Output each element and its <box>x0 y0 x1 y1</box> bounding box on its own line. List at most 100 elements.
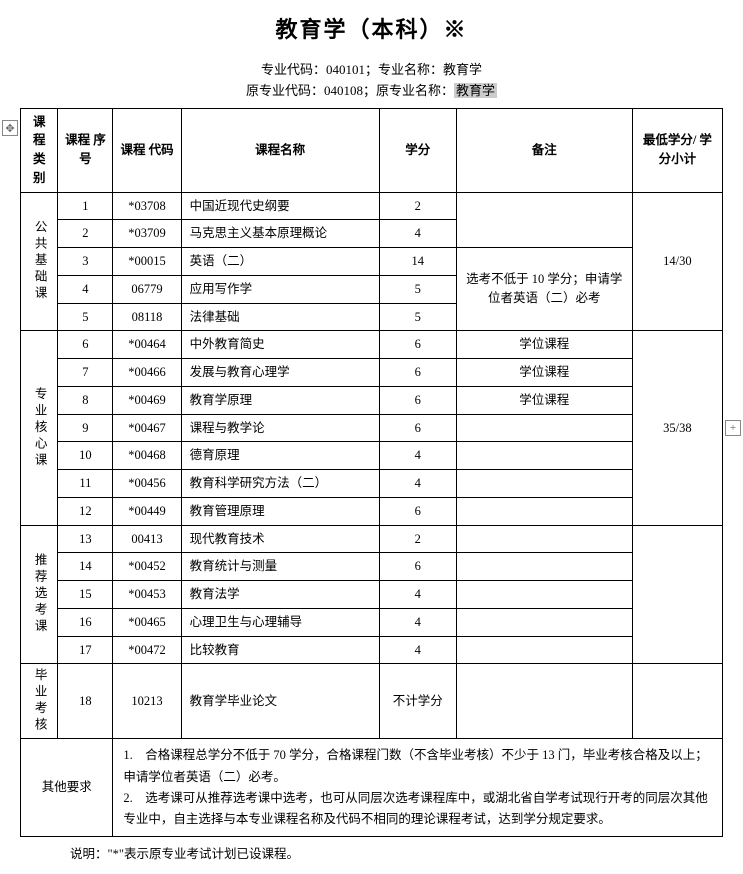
cell-code: 00413 <box>113 525 181 553</box>
cell-code: *00465 <box>113 608 181 636</box>
cell-credit: 5 <box>379 303 456 331</box>
cell-seq: 13 <box>58 525 113 553</box>
th-credit: 学分 <box>379 108 456 192</box>
cell-name: 教育科学研究方法（二） <box>181 470 379 498</box>
cell-credit: 4 <box>379 220 456 248</box>
cell-credit: 4 <box>379 442 456 470</box>
cell-seq: 6 <box>58 331 113 359</box>
cell-seq: 15 <box>58 581 113 609</box>
cell-name: 教育学毕业论文 <box>181 664 379 739</box>
cell-seq: 2 <box>58 220 113 248</box>
subhead-2a: 原专业代码：040108；原专业名称： <box>246 83 454 98</box>
table-row: 专业核心课 6 *00464 中外教育简史 6 学位课程 35/38 <box>21 331 723 359</box>
header-row: 课程 类别 课程 序号 课程 代码 课程名称 学分 备注 最低学分/ 学分小计 <box>21 108 723 192</box>
table-row: 公共基础课 1 *03708 中国近现代史纲要 2 14/30 <box>21 192 723 220</box>
cell-remark <box>456 664 632 739</box>
table-row: 3 *00015 英语（二） 14 选考不低于 10 学分；申请学位者英语（二）… <box>21 248 723 276</box>
other-row: 其他要求 1. 合格课程总学分不低于 70 学分，合格课程门数（不含毕业考核）不… <box>21 739 723 837</box>
th-subtotal: 最低学分/ 学分小计 <box>632 108 722 192</box>
cell-code: *00467 <box>113 414 181 442</box>
cell-seq: 11 <box>58 470 113 498</box>
cell-remark: 选考不低于 10 学分；申请学位者英语（二）必考 <box>456 248 632 331</box>
cell-name: 现代教育技术 <box>181 525 379 553</box>
cell-subtotal <box>632 525 722 664</box>
cell-seq: 16 <box>58 608 113 636</box>
cell-name: 中外教育简史 <box>181 331 379 359</box>
cell-credit: 6 <box>379 553 456 581</box>
th-remark: 备注 <box>456 108 632 192</box>
other-text-1: 1. 合格课程总学分不低于 70 学分，合格课程门数（不含毕业考核）不少于 13… <box>123 745 712 788</box>
cell-seq: 17 <box>58 636 113 664</box>
cell-credit: 6 <box>379 359 456 387</box>
cell-code: *00468 <box>113 442 181 470</box>
other-text-2: 2. 选考课可从推荐选考课中选考，也可从同层次选考课程库中，或湖北省自学考试现行… <box>123 788 712 831</box>
cell-code: *00472 <box>113 636 181 664</box>
cell-seq: 9 <box>58 414 113 442</box>
cell-name: 发展与教育心理学 <box>181 359 379 387</box>
cell-remark: 学位课程 <box>456 359 632 387</box>
cell-remark <box>456 414 632 442</box>
cell-name: 教育统计与测量 <box>181 553 379 581</box>
cell-name: 英语（二） <box>181 248 379 276</box>
cell-credit: 4 <box>379 608 456 636</box>
table-row: 9 *00467 课程与教学论 6 <box>21 414 723 442</box>
table-row: 14 *00452 教育统计与测量 6 <box>21 553 723 581</box>
cell-name: 法律基础 <box>181 303 379 331</box>
drag-handle-icon: ✥ <box>2 120 18 136</box>
table-row: 16 *00465 心理卫生与心理辅导 4 <box>21 608 723 636</box>
th-name: 课程名称 <box>181 108 379 192</box>
cell-subtotal: 35/38 <box>632 331 722 525</box>
cell-remark: 学位课程 <box>456 386 632 414</box>
cell-name: 德育原理 <box>181 442 379 470</box>
cell-credit: 6 <box>379 414 456 442</box>
cell-code: *00452 <box>113 553 181 581</box>
cell-subtotal <box>632 664 722 739</box>
cell-remark <box>456 442 632 470</box>
cell-name: 应用写作学 <box>181 275 379 303</box>
cell-credit: 6 <box>379 386 456 414</box>
cell-seq: 1 <box>58 192 113 220</box>
curriculum-table: 课程 类别 课程 序号 课程 代码 课程名称 学分 备注 最低学分/ 学分小计 … <box>20 108 723 838</box>
cell-name: 课程与教学论 <box>181 414 379 442</box>
subhead-1b: 040101；专业名称：教育学 <box>326 62 482 77</box>
cell-name: 教育学原理 <box>181 386 379 414</box>
cell-seq: 10 <box>58 442 113 470</box>
cell-credit: 14 <box>379 248 456 276</box>
cell-remark: 学位课程 <box>456 331 632 359</box>
cell-seq: 8 <box>58 386 113 414</box>
cell-credit: 4 <box>379 470 456 498</box>
cell-name: 心理卫生与心理辅导 <box>181 608 379 636</box>
table-row: 11 *00456 教育科学研究方法（二） 4 <box>21 470 723 498</box>
th-code: 课程 代码 <box>113 108 181 192</box>
cell-subtotal: 14/30 <box>632 192 722 331</box>
cell-credit: 2 <box>379 525 456 553</box>
cell-seq: 3 <box>58 248 113 276</box>
cell-code: *00469 <box>113 386 181 414</box>
table-row: 7 *00466 发展与教育心理学 6 学位课程 <box>21 359 723 387</box>
other-label: 其他要求 <box>21 739 113 837</box>
table-row: 8 *00469 教育学原理 6 学位课程 <box>21 386 723 414</box>
cell-credit: 4 <box>379 636 456 664</box>
cell-code: *00466 <box>113 359 181 387</box>
cell-code: *00015 <box>113 248 181 276</box>
cell-seq: 4 <box>58 275 113 303</box>
table-row: 12 *00449 教育管理原理 6 <box>21 497 723 525</box>
cell-credit: 4 <box>379 581 456 609</box>
table-row: 17 *00472 比较教育 4 <box>21 636 723 664</box>
cell-seq: 12 <box>58 497 113 525</box>
cell-code: 08118 <box>113 303 181 331</box>
group-label: 专业核心课 <box>21 331 58 525</box>
subhead-2-hl: 教育学 <box>454 83 497 98</box>
cell-code: 10213 <box>113 664 181 739</box>
group-label: 毕业考核 <box>21 664 58 739</box>
cell-credit: 5 <box>379 275 456 303</box>
cell-name: 马克思主义基本原理概论 <box>181 220 379 248</box>
subhead: 专业代码：040101；专业名称：教育学 原专业代码：040108；原专业名称：… <box>20 60 723 102</box>
other-text: 1. 合格课程总学分不低于 70 学分，合格课程门数（不含毕业考核）不少于 13… <box>113 739 723 837</box>
cell-name: 比较教育 <box>181 636 379 664</box>
cell-name: 教育法学 <box>181 581 379 609</box>
subhead-1a: 专业代码： <box>261 62 326 77</box>
group-label: 公共基础课 <box>21 192 58 331</box>
cell-credit: 2 <box>379 192 456 220</box>
table-row: 10 *00468 德育原理 4 <box>21 442 723 470</box>
